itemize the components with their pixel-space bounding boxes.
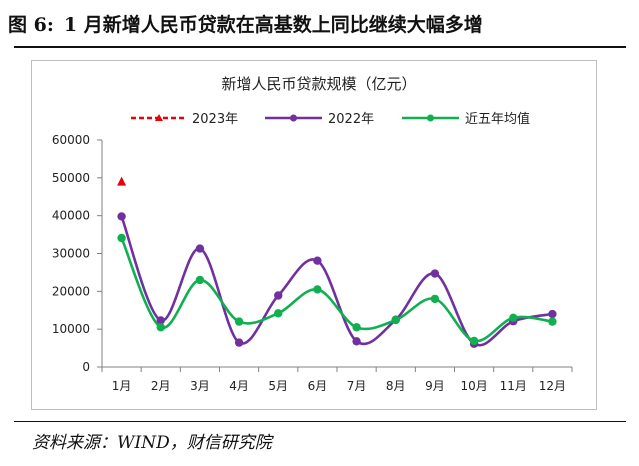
series-2022-point (430, 269, 440, 278)
bottom-rule (14, 421, 626, 422)
series-avg5-point (469, 336, 479, 346)
y-tick-label: 20000 (52, 284, 90, 298)
legend-2022-label: 2022年 (328, 112, 374, 127)
series-2022-point (548, 309, 557, 319)
legend-avg5-label: 近五年均值 (465, 111, 530, 127)
figure-number: 图 6: (8, 14, 54, 36)
figure-title-text: 1 月新增人民币贷款在高基数上同比继续大幅多增 (63, 14, 483, 36)
series-avg5-point (234, 317, 244, 326)
x-tick-label: 6月 (308, 379, 328, 393)
series-2022-point (313, 256, 322, 265)
series-avg5-point (117, 233, 126, 243)
series-avg5-point (274, 309, 283, 318)
y-tick-label: 60000 (52, 133, 90, 147)
x-tick-label: 1月 (112, 379, 132, 393)
y-tick-label: 40000 (52, 209, 90, 223)
x-tick-label: 9月 (425, 379, 445, 393)
chart-panel (31, 60, 597, 410)
x-tick-label: 2月 (151, 379, 171, 393)
series-avg5-point (391, 315, 400, 325)
series-avg5-line (120, 237, 553, 343)
series-avg5-point (195, 275, 205, 285)
series-avg5-point (156, 323, 165, 332)
x-tick-label: 11月 (500, 379, 527, 393)
series-2022-point (234, 338, 244, 347)
x-tick-label: 3月 (190, 379, 210, 393)
y-tick-label: 50000 (52, 171, 90, 185)
series-2022-point (195, 244, 205, 253)
series-avg5-point (352, 323, 361, 332)
series-2022-line (120, 215, 553, 347)
series-2022-point (274, 291, 283, 300)
x-tick-label: 4月 (229, 379, 249, 393)
series-avg5-point (313, 285, 322, 294)
x-tick-label: 10月 (460, 379, 487, 393)
y-tick-label: 10000 (52, 322, 90, 336)
series-avg5-point (548, 317, 557, 326)
top-rule (14, 46, 626, 48)
series-2022-point (352, 337, 361, 346)
legend-2022-marker (290, 114, 297, 122)
x-tick-label: 5月 (268, 379, 288, 393)
figure-title: 图 6: 1 月新增人民币贷款在高基数上同比继续大幅多增 (8, 10, 628, 40)
x-tick-label: 12月 (539, 379, 566, 393)
x-tick-label: 7月 (347, 379, 367, 393)
legend-2023-marker (155, 114, 163, 121)
series-2023-point (117, 176, 127, 186)
series-avg5-point (509, 313, 518, 323)
series-2022-point (117, 212, 126, 221)
y-tick-label: 0 (82, 360, 90, 374)
series-2022-point (156, 316, 165, 325)
chart-title: 新增人民币贷款规模（亿元） (221, 75, 416, 93)
legend-2023-label: 2023年 (192, 112, 238, 127)
series-avg5-point (430, 294, 440, 304)
source-note: 资料来源：WIND，财信研究院 (32, 433, 272, 453)
y-tick-label: 30000 (52, 247, 90, 261)
legend-avg5-marker (427, 114, 434, 122)
x-tick-label: 8月 (386, 379, 406, 393)
